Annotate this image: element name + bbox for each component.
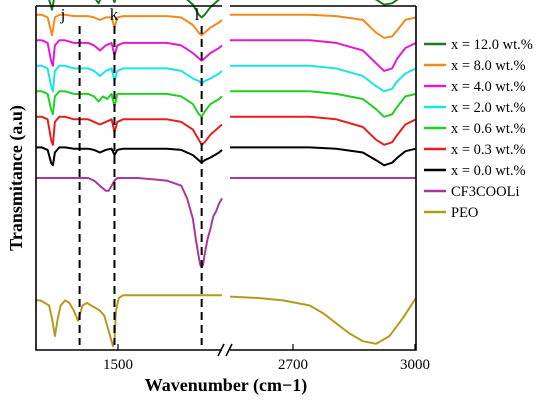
series-line bbox=[36, 39, 223, 67]
series-line bbox=[230, 115, 417, 146]
legend-label: CF3COOLi bbox=[451, 184, 520, 200]
series-line bbox=[230, 146, 417, 167]
legend-label: x = 0.3 wt.% bbox=[451, 142, 526, 158]
x-tick-label: 1500 bbox=[103, 357, 133, 373]
series-line bbox=[36, 64, 223, 93]
x-tick-label: 2700 bbox=[278, 357, 308, 373]
peak-marker-layer bbox=[78, 26, 203, 345]
legend-label: PEO bbox=[451, 205, 478, 221]
legend-label: x = 2.0 wt.% bbox=[451, 100, 526, 116]
series-line bbox=[229, 295, 417, 345]
series-line bbox=[230, 13, 417, 39]
axis-break-mark bbox=[225, 343, 233, 357]
legend: x = 12.0 wt.% x = 8.0 wt.% x = 4.0 wt.% x =… bbox=[424, 37, 533, 221]
legend-label: x = 8.0 wt.% bbox=[451, 58, 526, 74]
peak-label-j: j bbox=[60, 5, 66, 24]
y-axis-title: Transmitance (a.u) bbox=[6, 105, 27, 251]
series-line bbox=[36, 115, 223, 146]
x-tick-label: 3000 bbox=[400, 357, 430, 373]
legend-label: x = 4.0 wt.% bbox=[451, 79, 526, 95]
series-line bbox=[36, 294, 222, 348]
series-line bbox=[230, 90, 417, 118]
legend-label: x = 0.0 wt.% bbox=[451, 163, 526, 179]
legend-label: x = 0.6 wt.% bbox=[451, 121, 526, 137]
x-axis-right-segment bbox=[230, 6, 417, 351]
series-line bbox=[36, 177, 223, 269]
series-line bbox=[230, 64, 417, 93]
series-line bbox=[48, 0, 221, 19]
x-axis-left-segment bbox=[35, 6, 222, 351]
series-line bbox=[36, 13, 223, 37]
series-line bbox=[230, 39, 417, 72]
series-line bbox=[36, 90, 223, 118]
series-layer bbox=[36, 0, 417, 348]
series-line bbox=[374, 0, 399, 6]
series-line bbox=[36, 146, 223, 167]
peak-label-l: l bbox=[195, 5, 200, 24]
x-axis-title: Wavenumber (cm−1) bbox=[145, 375, 307, 396]
legend-label: x = 12.0 wt.% bbox=[451, 37, 533, 53]
peak-label-k: k bbox=[110, 5, 119, 24]
axis-break-mark bbox=[217, 343, 225, 357]
